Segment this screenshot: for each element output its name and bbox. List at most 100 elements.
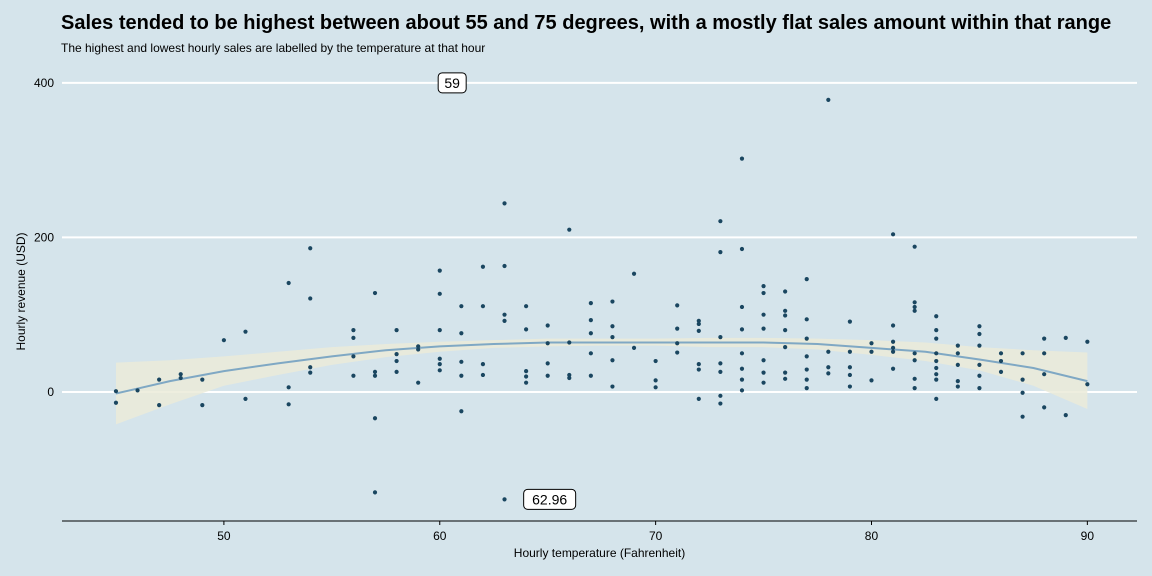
data-point bbox=[696, 321, 701, 327]
x-tick-label: 50 bbox=[217, 529, 231, 543]
data-point bbox=[977, 362, 982, 368]
data-point bbox=[977, 343, 982, 348]
data-point bbox=[653, 358, 658, 364]
data-point bbox=[783, 376, 788, 381]
data-point bbox=[955, 351, 960, 356]
data-point bbox=[221, 338, 226, 343]
gridlines bbox=[62, 81, 1137, 393]
data-point bbox=[308, 370, 313, 375]
data-points bbox=[113, 97, 1090, 502]
data-point bbox=[739, 351, 745, 356]
data-point bbox=[804, 377, 809, 382]
data-point bbox=[869, 378, 874, 383]
data-point bbox=[696, 367, 701, 372]
data-point bbox=[394, 351, 399, 357]
data-point bbox=[783, 328, 788, 333]
data-point bbox=[998, 358, 1004, 364]
data-point bbox=[545, 361, 550, 366]
data-point bbox=[804, 354, 809, 359]
data-point bbox=[934, 372, 939, 377]
data-point bbox=[761, 370, 766, 375]
data-point bbox=[502, 497, 507, 502]
data-point bbox=[675, 303, 680, 308]
data-point bbox=[804, 385, 809, 391]
data-point bbox=[588, 373, 593, 378]
data-point bbox=[696, 328, 701, 334]
data-point bbox=[459, 359, 464, 364]
data-point bbox=[826, 371, 831, 376]
data-point bbox=[459, 331, 464, 336]
data-point bbox=[783, 345, 788, 350]
data-point bbox=[157, 377, 162, 382]
data-point bbox=[416, 344, 421, 349]
data-point bbox=[351, 354, 356, 359]
data-point bbox=[372, 373, 378, 378]
point-label-box bbox=[437, 72, 467, 94]
data-point bbox=[934, 328, 939, 333]
data-point bbox=[243, 396, 248, 402]
data-point bbox=[718, 369, 723, 374]
data-point bbox=[459, 409, 464, 414]
data-point bbox=[351, 335, 356, 340]
data-point bbox=[1042, 405, 1047, 410]
data-point bbox=[912, 308, 917, 313]
data-point bbox=[718, 361, 723, 366]
point-label: 59 bbox=[444, 75, 460, 91]
data-point bbox=[113, 400, 119, 405]
extreme-labels: 59 62.96 bbox=[437, 72, 577, 510]
data-point bbox=[804, 367, 809, 372]
x-tick-label: 90 bbox=[1081, 529, 1095, 543]
data-point bbox=[912, 304, 917, 310]
data-point bbox=[739, 388, 745, 393]
data-point bbox=[631, 271, 637, 276]
data-point bbox=[955, 343, 960, 348]
data-point bbox=[977, 324, 982, 329]
data-point bbox=[675, 326, 680, 331]
data-point bbox=[437, 368, 442, 373]
data-point bbox=[545, 373, 550, 378]
data-point bbox=[1063, 413, 1068, 418]
data-point bbox=[1063, 335, 1068, 340]
data-point bbox=[847, 384, 853, 389]
data-point bbox=[761, 283, 766, 289]
data-point bbox=[826, 349, 831, 354]
data-point bbox=[372, 290, 378, 296]
data-point bbox=[739, 366, 745, 371]
data-point bbox=[416, 380, 421, 385]
data-point bbox=[545, 323, 550, 328]
data-point bbox=[869, 349, 874, 354]
data-point bbox=[459, 304, 464, 309]
data-point bbox=[394, 328, 399, 333]
data-point bbox=[567, 340, 572, 345]
data-point bbox=[934, 365, 939, 371]
data-point bbox=[545, 341, 550, 346]
x-tick-label: 70 bbox=[649, 529, 663, 543]
data-point bbox=[739, 327, 745, 332]
data-point bbox=[480, 372, 486, 378]
data-point bbox=[934, 377, 939, 382]
data-point bbox=[847, 365, 853, 370]
data-point bbox=[524, 380, 529, 385]
data-point bbox=[890, 323, 896, 328]
data-point bbox=[459, 373, 464, 378]
data-point bbox=[502, 263, 507, 269]
data-point bbox=[739, 377, 745, 382]
point-label-box bbox=[523, 488, 577, 510]
data-point bbox=[890, 349, 896, 354]
data-point bbox=[675, 350, 680, 355]
data-point bbox=[869, 341, 874, 346]
data-point bbox=[955, 362, 960, 368]
data-point bbox=[372, 416, 378, 421]
data-point bbox=[524, 304, 529, 309]
data-point bbox=[890, 345, 896, 351]
data-point bbox=[524, 368, 529, 374]
data-point bbox=[912, 376, 917, 381]
data-point bbox=[696, 396, 701, 402]
data-point bbox=[567, 372, 572, 378]
data-point bbox=[372, 369, 378, 374]
data-point bbox=[977, 373, 982, 378]
data-point bbox=[588, 300, 593, 306]
chart-title: Sales tended to be highest between about… bbox=[61, 12, 1112, 34]
data-point bbox=[783, 308, 788, 313]
data-point bbox=[890, 339, 896, 344]
